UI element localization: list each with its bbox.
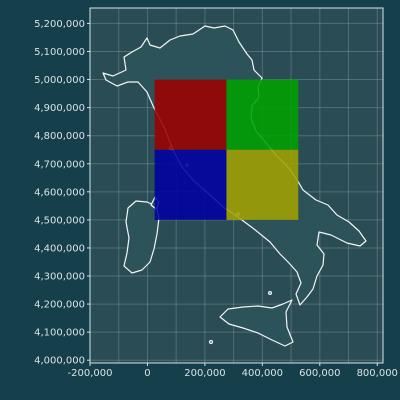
x-tick-label: 800,000 (357, 368, 398, 379)
x-tick-label: -200,000 (68, 368, 113, 379)
y-tick-label: 4,400,000 (34, 243, 85, 254)
quadrant-overlays (154, 79, 299, 220)
x-tick-label: 600,000 (299, 368, 340, 379)
y-tick-label: 4,500,000 (34, 215, 85, 226)
x-axis-labels: -200,000 0 200,000 400,000 600,000 800,000 (68, 368, 398, 379)
island-malta-shape (208, 339, 214, 345)
y-tick-label: 5,200,000 (34, 19, 85, 30)
sardinia-shape (123, 200, 160, 274)
x-tick-label: 400,000 (242, 368, 283, 379)
y-tick-label: 4,800,000 (34, 131, 85, 142)
y-tick-label: 4,100,000 (34, 328, 85, 339)
island-aeolian-shape (268, 291, 273, 296)
y-tick-label: 4,700,000 (34, 159, 85, 170)
y-tick-label: 4,200,000 (34, 300, 85, 311)
quadrant-bottom-left (154, 149, 227, 220)
y-tick-label: 4,600,000 (34, 187, 85, 198)
quadrant-top-left (154, 79, 227, 150)
sicily-shape (219, 299, 294, 347)
quadrant-top-right (226, 79, 299, 150)
y-tick-label: 4,000,000 (34, 356, 85, 367)
axis-ticks (87, 22, 378, 366)
y-tick-label: 5,100,000 (34, 47, 85, 58)
y-tick-label: 5,000,000 (34, 75, 85, 86)
x-tick-label: 0 (144, 368, 150, 379)
y-axis-labels: 4,000,000 4,100,000 4,200,000 4,300,000 4,40… (34, 19, 85, 367)
quadrant-bottom-right (226, 149, 299, 220)
x-tick-label: 200,000 (184, 368, 225, 379)
y-tick-label: 4,300,000 (34, 272, 85, 283)
y-tick-label: 4,900,000 (34, 103, 85, 114)
